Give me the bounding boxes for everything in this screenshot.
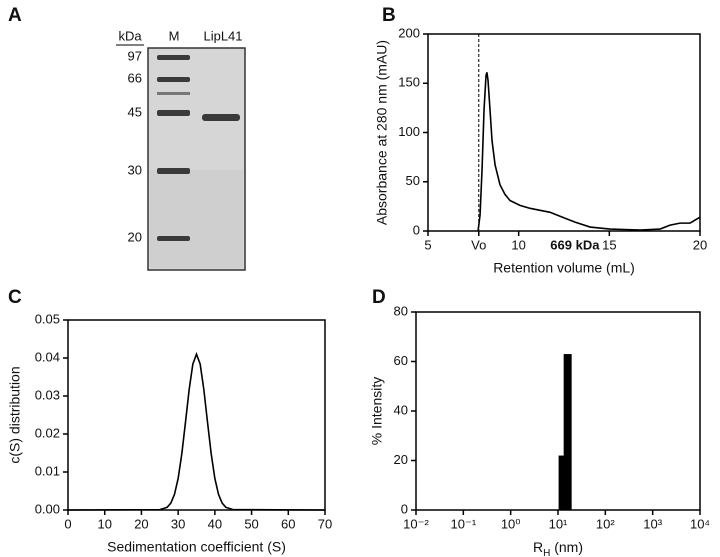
lane-label: LipL41 (203, 28, 242, 43)
y-tick-label: 100 (398, 124, 420, 139)
x-axis-label-part: R (533, 539, 543, 555)
gel-smear (150, 170, 243, 268)
x-tick-label: 20 (693, 237, 707, 252)
y-tick-label: 0 (413, 222, 420, 237)
x-tick-label: 60 (281, 516, 295, 531)
band (157, 92, 190, 95)
x-tick-label: 0 (64, 516, 71, 531)
marker-label: 66 (128, 70, 142, 85)
band (157, 55, 190, 60)
panel-a: A kDa M LipL41 97 66 45 30 20 (8, 5, 246, 271)
x-tick-label: 10⁻² (403, 516, 429, 531)
y-axis-label: % Intensity (369, 377, 385, 445)
panel-label: D (372, 287, 386, 308)
y-tick-label: 0 (401, 501, 408, 516)
y-tick-label: 60 (394, 353, 408, 368)
plot-frame (415, 311, 701, 511)
y-tick-label: 200 (398, 25, 420, 40)
x-tick-label: 5 (424, 237, 431, 252)
x-tick-label: 10³ (643, 516, 662, 531)
bands (157, 55, 240, 241)
panel-label: B (382, 5, 396, 26)
x-axis-label-part: (nm) (550, 539, 583, 555)
marker-label: 97 (128, 48, 142, 63)
annotation: 669 kDa (550, 237, 600, 252)
panel-label: C (8, 287, 22, 308)
x-axis-label-part: H (543, 548, 550, 557)
x-tick-label: 10⁻¹ (451, 516, 477, 531)
bar (558, 455, 567, 510)
y-tick-label: 0.02 (35, 425, 60, 440)
unit-label: kDa (118, 28, 142, 43)
marker-label: 45 (128, 104, 142, 119)
x-axis-label: Retention volume (mL) (493, 260, 635, 276)
y-tick-label: 0.01 (35, 463, 60, 478)
y-tick-label: 40 (394, 402, 408, 417)
band (157, 110, 190, 116)
bar (563, 354, 572, 510)
marker-label: 30 (128, 162, 142, 177)
y-tick-label: 80 (394, 303, 408, 318)
panel: D 0 20 40 60 80 10⁻² 10⁻¹ 10⁰ 10¹ 10² 10³ 10⁴ % Inten… (369, 287, 710, 557)
band (157, 77, 190, 82)
x-axis-label: Sedimentation coefficient (S) (107, 539, 286, 555)
x-tick-label: 10² (596, 516, 615, 531)
x-tick-label: 30 (171, 516, 185, 531)
panel: B 0 50 100 150 200 5 Vo 10 15 20 Absorbance at 280 … (374, 5, 708, 276)
y-tick-label: 0.00 (35, 501, 60, 516)
x-tick-label: 10 (511, 237, 525, 252)
x-tick-label: 10¹ (549, 516, 568, 531)
data-line (67, 351, 326, 511)
x-tick-label: 50 (244, 516, 258, 531)
x-tick-label: 20 (134, 516, 148, 531)
lane-label: M (169, 28, 180, 43)
y-tick-label: 150 (398, 75, 420, 90)
y-tick-label: 50 (406, 173, 420, 188)
y-tick-label: 0.04 (35, 349, 60, 364)
panel-label: A (8, 5, 22, 26)
y-tick-label: 0.05 (35, 311, 60, 326)
y-tick-label: 0.03 (35, 387, 60, 402)
band (202, 114, 240, 121)
data-line (477, 72, 701, 232)
x-axis-label: RH (nm) (533, 539, 583, 557)
band (157, 168, 190, 174)
x-tick-label: 40 (208, 516, 222, 531)
band (157, 236, 190, 241)
plot-frame (67, 319, 326, 511)
x-tick-label: 15 (602, 237, 616, 252)
y-tick-label: 20 (394, 452, 408, 467)
x-tick-label: 10⁰ (501, 516, 521, 531)
panel: C 0.00 0.01 0.02 0.03 0.04 0.05 0 10 20 30 40 50 60 70… (7, 287, 333, 555)
y-axis-label: Absorbance at 280 nm (mAU) (374, 40, 390, 225)
x-tick-label: 70 (318, 516, 332, 531)
y-axis-label: c(S) distribution (7, 366, 23, 463)
marker-label: 20 (128, 229, 142, 244)
x-tick-label: 10⁴ (690, 516, 710, 531)
x-tick-label: 10 (97, 516, 111, 531)
x-tick-label: Vo (471, 237, 486, 252)
plot-frame (427, 33, 701, 232)
